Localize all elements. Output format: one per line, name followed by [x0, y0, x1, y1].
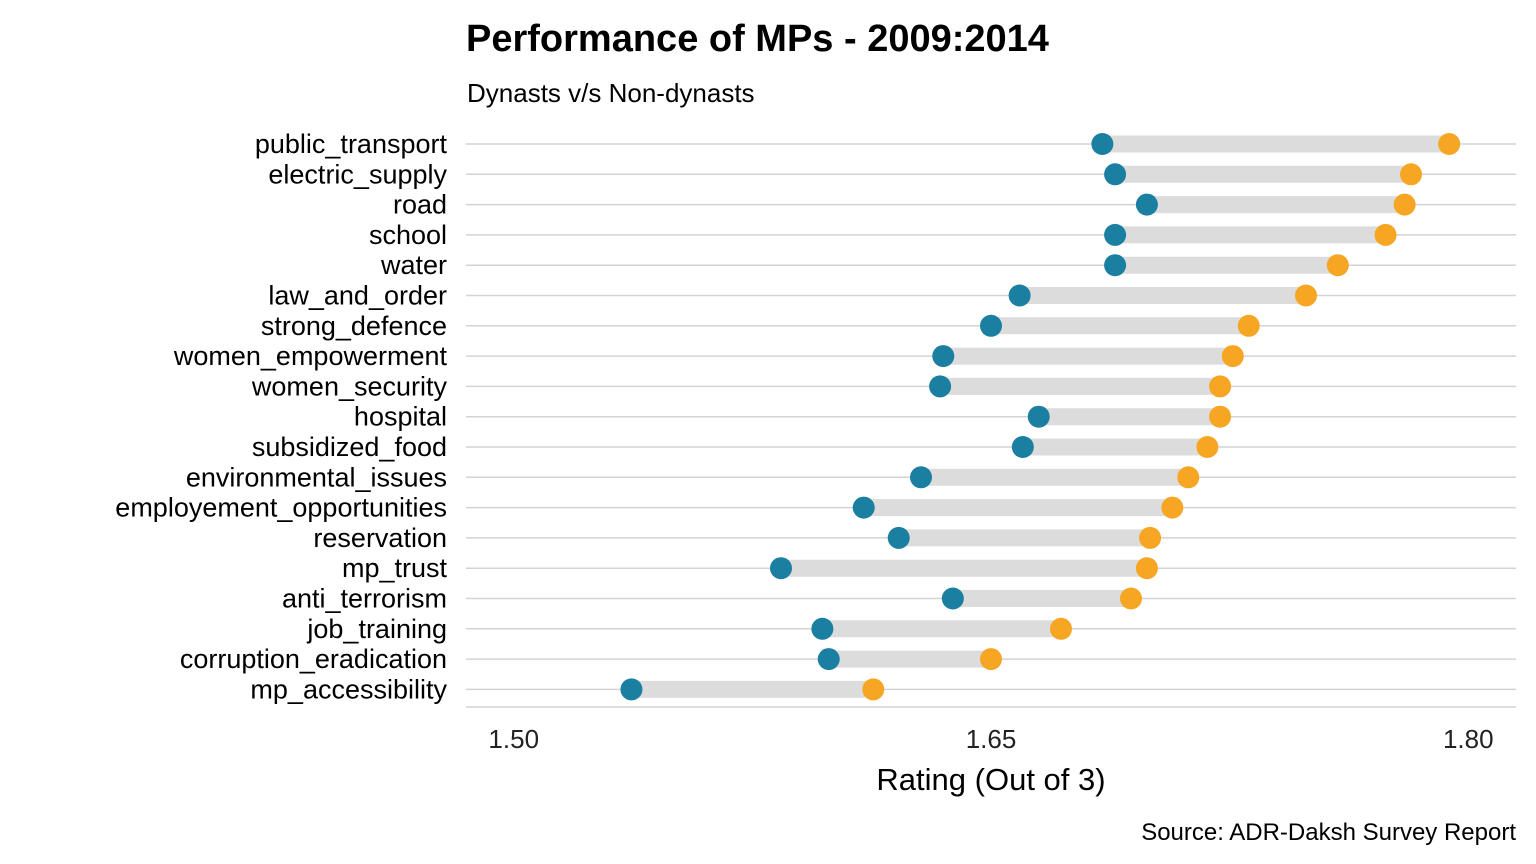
x-axis-title: Rating (Out of 3)	[876, 762, 1105, 797]
gridlines	[466, 143, 1516, 691]
chart-title: Performance of MPs - 2009:2014	[466, 18, 1049, 60]
point-series-1	[1011, 436, 1034, 458]
point-series-2	[1295, 284, 1317, 307]
category-label: anti_terrorism	[282, 584, 447, 614]
point-series-1	[770, 557, 792, 580]
point-series-1	[980, 314, 1002, 337]
category-label: electric_supply	[268, 159, 447, 189]
point-series-1	[1104, 163, 1127, 186]
point-series-1	[1104, 223, 1127, 246]
segments	[631, 135, 1450, 698]
point-series-1	[932, 345, 955, 368]
point-series-1	[620, 678, 643, 701]
point-series-2	[1393, 193, 1416, 216]
point-series-2	[1120, 587, 1142, 610]
point-series-2	[1139, 526, 1162, 549]
point-series-2	[1196, 436, 1219, 458]
category-label: environmental_issues	[186, 462, 447, 492]
point-series-2	[1438, 133, 1461, 155]
point-series-1	[852, 496, 875, 519]
category-label: strong_defence	[261, 311, 447, 341]
point-series-1	[910, 466, 932, 489]
point-series-1	[811, 617, 834, 640]
category-labels: public_transportelectric_supplyroadschoo…	[115, 129, 447, 704]
chart-subtitle: Dynasts v/s Non-dynasts	[467, 78, 755, 108]
point-series-1	[1008, 284, 1031, 307]
category-label: women_security	[251, 371, 448, 401]
category-label: water	[380, 250, 447, 280]
point-series-2	[1237, 314, 1260, 337]
category-label: mp_trust	[342, 553, 448, 583]
category-label: public_transport	[255, 129, 448, 159]
points	[620, 133, 1461, 701]
category-label: women_empowerment	[173, 341, 448, 371]
point-series-1	[1091, 133, 1114, 155]
point-series-2	[1400, 163, 1422, 186]
point-series-2	[1326, 254, 1349, 277]
category-label: job_training	[306, 614, 447, 644]
x-tick-labels: 1.50 1.65 1.80	[488, 724, 1493, 754]
point-series-2	[1209, 375, 1232, 398]
point-series-1	[887, 526, 910, 549]
category-label: law_and_order	[268, 281, 447, 311]
point-series-2	[1161, 496, 1184, 519]
point-series-1	[1135, 193, 1158, 216]
category-label: employement_opportunities	[115, 493, 447, 523]
point-series-2	[862, 678, 885, 701]
point-series-1	[817, 648, 840, 671]
x-tick-label: 1.80	[1443, 724, 1494, 754]
point-series-2	[1374, 223, 1397, 246]
chart-caption: Source: ADR-Daksh Survey Report	[1141, 819, 1516, 846]
category-label: mp_accessibility	[250, 674, 447, 704]
category-label: school	[369, 220, 447, 250]
point-series-2	[1177, 466, 1200, 489]
point-series-2	[1135, 557, 1158, 580]
point-series-1	[929, 375, 952, 398]
category-label: subsidized_food	[252, 432, 447, 462]
category-label: reservation	[313, 523, 447, 553]
x-tick-label: 1.50	[488, 724, 539, 754]
category-label: road	[393, 190, 447, 220]
point-series-2	[1209, 405, 1232, 428]
point-series-1	[1104, 254, 1127, 277]
point-series-2	[980, 648, 1002, 671]
point-series-1	[1027, 405, 1050, 428]
category-label: corruption_eradication	[180, 644, 447, 674]
point-series-2	[1050, 617, 1072, 640]
point-series-2	[1221, 345, 1244, 368]
x-tick-label: 1.65	[966, 724, 1017, 754]
category-label: hospital	[354, 402, 447, 432]
point-series-1	[941, 587, 964, 610]
